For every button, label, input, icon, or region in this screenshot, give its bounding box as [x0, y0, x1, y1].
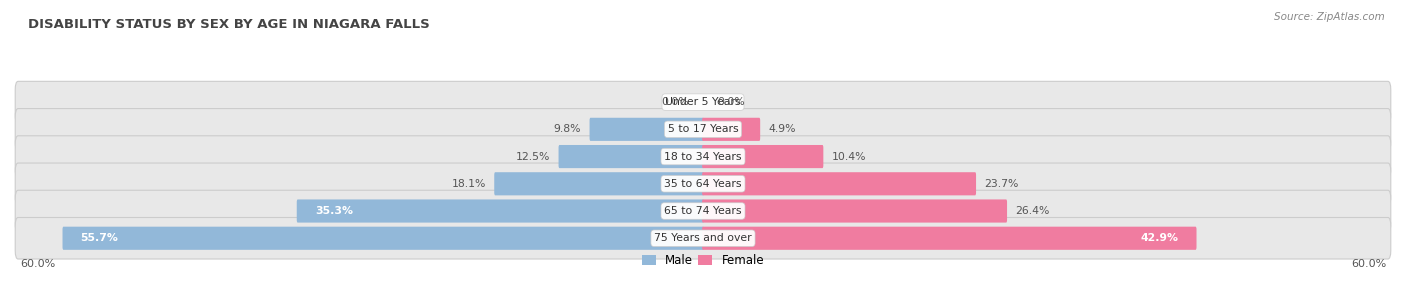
FancyBboxPatch shape [495, 172, 704, 195]
FancyBboxPatch shape [62, 227, 704, 250]
Text: 35.3%: 35.3% [315, 206, 353, 216]
Text: 5 to 17 Years: 5 to 17 Years [668, 124, 738, 134]
Text: 55.7%: 55.7% [80, 233, 118, 243]
Text: 23.7%: 23.7% [984, 179, 1019, 189]
FancyBboxPatch shape [702, 118, 761, 141]
Text: 35 to 64 Years: 35 to 64 Years [664, 179, 742, 189]
Text: 18.1%: 18.1% [451, 179, 486, 189]
FancyBboxPatch shape [15, 163, 1391, 205]
FancyBboxPatch shape [15, 136, 1391, 177]
FancyBboxPatch shape [702, 172, 976, 195]
Text: 0.0%: 0.0% [661, 97, 689, 107]
Text: 60.0%: 60.0% [1351, 259, 1386, 269]
FancyBboxPatch shape [702, 145, 824, 168]
FancyBboxPatch shape [15, 81, 1391, 123]
FancyBboxPatch shape [15, 217, 1391, 259]
Text: 26.4%: 26.4% [1015, 206, 1050, 216]
Text: 4.9%: 4.9% [769, 124, 796, 134]
Text: 18 to 34 Years: 18 to 34 Years [664, 152, 742, 161]
FancyBboxPatch shape [702, 227, 1197, 250]
Text: 10.4%: 10.4% [831, 152, 866, 161]
Text: 65 to 74 Years: 65 to 74 Years [664, 206, 742, 216]
Text: 60.0%: 60.0% [20, 259, 55, 269]
Text: 9.8%: 9.8% [554, 124, 581, 134]
FancyBboxPatch shape [589, 118, 704, 141]
FancyBboxPatch shape [15, 109, 1391, 150]
Text: 42.9%: 42.9% [1140, 233, 1178, 243]
Text: DISABILITY STATUS BY SEX BY AGE IN NIAGARA FALLS: DISABILITY STATUS BY SEX BY AGE IN NIAGA… [28, 18, 430, 31]
Text: Source: ZipAtlas.com: Source: ZipAtlas.com [1274, 12, 1385, 22]
FancyBboxPatch shape [558, 145, 704, 168]
FancyBboxPatch shape [297, 199, 704, 223]
Text: 12.5%: 12.5% [516, 152, 550, 161]
Text: 0.0%: 0.0% [717, 97, 745, 107]
FancyBboxPatch shape [702, 199, 1007, 223]
Legend: Male, Female: Male, Female [641, 254, 765, 267]
Text: Under 5 Years: Under 5 Years [665, 97, 741, 107]
Text: 75 Years and over: 75 Years and over [654, 233, 752, 243]
FancyBboxPatch shape [15, 190, 1391, 232]
